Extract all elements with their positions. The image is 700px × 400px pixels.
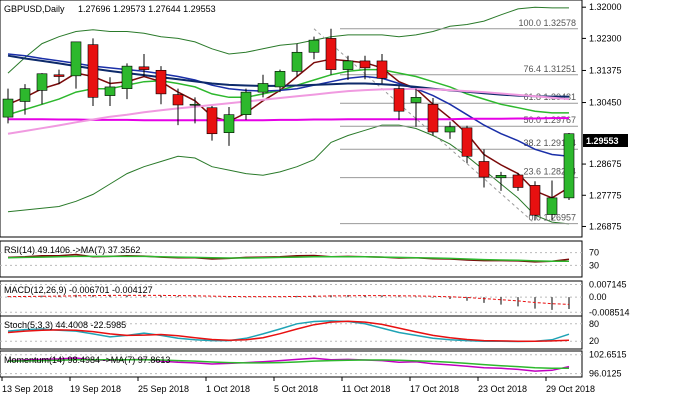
stoch-pane-frame	[0, 315, 583, 350]
candle-body	[19, 88, 31, 102]
candle-body	[121, 65, 133, 89]
bollinger-band-1	[7, 124, 570, 225]
candle-body	[2, 98, 14, 118]
ohlc-readout: 1.27696 1.29573 1.27644 1.29553	[78, 4, 216, 14]
candle-body	[172, 94, 184, 106]
candle-body	[104, 86, 116, 96]
candle-body	[189, 103, 201, 106]
moving-average-0	[7, 58, 570, 199]
candle-body	[359, 60, 371, 69]
indicator-tick-label: 30	[589, 260, 599, 270]
main-pane-frame	[0, 0, 583, 238]
candle-body	[223, 114, 235, 133]
candle-body	[274, 71, 286, 88]
candle-body	[70, 41, 82, 77]
candle-body	[563, 133, 575, 199]
candle-body	[87, 44, 99, 98]
macd-title: MACD(12,26,9) -0.006701 -0.004127	[4, 285, 153, 295]
date-tick-label: 11 Oct 2018	[342, 384, 390, 394]
candle-body	[138, 66, 150, 70]
candle-body	[308, 39, 320, 53]
candle-body	[444, 126, 456, 133]
candle-body	[53, 74, 65, 77]
candle-body	[206, 107, 218, 135]
momentum-pane-frame	[0, 350, 583, 378]
candle-body	[342, 60, 354, 70]
moving-average-1	[7, 68, 569, 116]
indicator-series-0	[7, 253, 570, 263]
candle-body	[495, 175, 507, 179]
indicator-tick-label: -0.008514	[589, 307, 630, 317]
candle-body	[546, 197, 558, 215]
macd-signal-line	[7, 294, 570, 305]
candle-body	[529, 185, 541, 216]
candle-body	[376, 60, 388, 79]
date-tick-label: 19 Sep 2018	[70, 384, 121, 394]
indicator-tick-label: 70	[589, 248, 599, 258]
indicator-tick-label: 20	[589, 336, 599, 346]
fib-level-label: 38.2 1.29104	[523, 138, 576, 148]
price-tick-label: 1.28675	[589, 159, 622, 169]
date-tick-label: 1 Oct 2018	[206, 384, 250, 394]
current-price-badge	[583, 134, 628, 147]
indicator-tick-label: 0.007145	[589, 280, 627, 290]
candle-body	[512, 174, 524, 188]
candle-body	[325, 38, 337, 70]
indicator-series-1	[7, 358, 569, 370]
price-tick-label: 1.32300	[589, 33, 622, 43]
date-tick-label: 23 Oct 2018	[478, 384, 527, 394]
candle-body	[257, 83, 269, 93]
fib-level-label: 76.4 1.31251	[523, 64, 576, 74]
candle-body	[155, 69, 167, 95]
bollinger-band-0	[7, 6, 569, 74]
date-tick-label: 5 Oct 2018	[274, 384, 318, 394]
candle-body	[478, 161, 490, 178]
price-tick-label: 1.27775	[589, 190, 622, 200]
indicator-tick-label: 0.00	[589, 292, 607, 302]
date-tick-label: 13 Sep 2018	[2, 384, 53, 394]
rsi-pane-frame	[0, 240, 583, 278]
indicator-series-1	[7, 320, 570, 342]
candle-body	[427, 103, 439, 133]
candle-body	[393, 88, 405, 112]
moving-average-5	[7, 88, 570, 135]
candle-body	[291, 51, 303, 72]
indicator-tick-label: 80	[589, 319, 599, 329]
stoch-title: Stoch(5,3,3) 44.4008 -22.5985	[4, 320, 126, 330]
moving-average-2	[7, 53, 570, 158]
candle-body	[240, 91, 252, 115]
fib-level-label: 100.0 1.32578	[518, 18, 576, 28]
rsi-title: RSI(14) 49.1406 ->MA(7) 37.3562	[4, 245, 140, 255]
price-tick-label: 1.32000	[589, 2, 622, 12]
price-tick-label: 1.30450	[589, 98, 622, 108]
date-tick-label: 25 Sep 2018	[138, 384, 189, 394]
indicator-series-1	[7, 255, 569, 262]
indicator-tick-label: 102.6515	[589, 350, 627, 360]
date-tick-label: 17 Oct 2018	[410, 384, 459, 394]
fib-level-label: 50.0 1.29767	[523, 115, 576, 125]
momentum-title: Momentum(14) 98.4984 ->MA(7) 97.8613	[4, 355, 170, 365]
date-tick-label: 29 Oct 2018	[546, 384, 595, 394]
price-tick-label: 1.26875	[589, 221, 622, 231]
moving-average-4	[8, 117, 569, 122]
candle-body	[36, 73, 48, 91]
indicator-tick-label: 96.0125	[589, 369, 622, 379]
chart-title: GBPUSD,Daily	[4, 4, 65, 14]
indicator-series-0	[7, 320, 570, 343]
fib-level-label: 23.6 1.28284	[523, 167, 576, 177]
candle-body	[410, 97, 422, 103]
current-price-label: 1.29553	[586, 136, 619, 146]
candle-body	[461, 127, 473, 157]
price-tick-label: 1.31375	[589, 65, 622, 75]
